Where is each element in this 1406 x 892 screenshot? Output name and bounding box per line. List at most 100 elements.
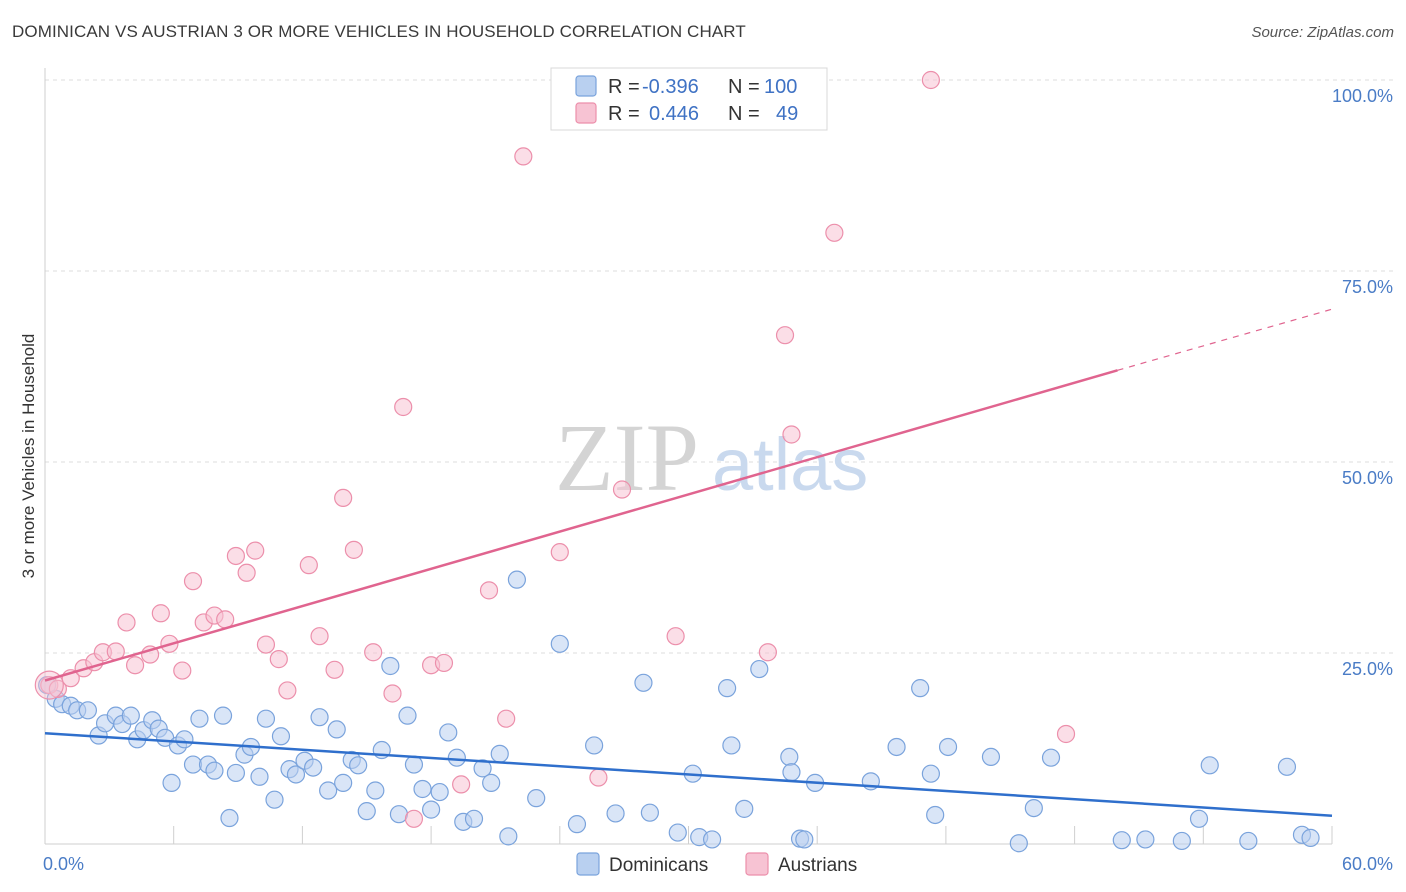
- dominican-point: [389, 805, 409, 824]
- dominican-point: [921, 764, 940, 783]
- dominican-point: [162, 773, 181, 792]
- austrian-point: [1056, 724, 1076, 744]
- dominican-point: [265, 790, 284, 809]
- dominican-point: [482, 773, 501, 792]
- dominican-point: [121, 706, 140, 725]
- dominicans-trend-line: [44, 731, 1333, 817]
- dominican-point: [735, 799, 754, 818]
- legend-austrians-swatch: [745, 852, 769, 876]
- dominican-point: [702, 830, 722, 849]
- dominican-point: [795, 830, 814, 849]
- austrian-point: [452, 775, 471, 794]
- x-tick-label-max: 60.0%: [1342, 854, 1393, 874]
- dominican-point: [349, 756, 368, 775]
- austrian-point: [434, 653, 454, 673]
- x-tick-label-min: 0.0%: [43, 854, 84, 874]
- legend-swatch-pink: [575, 102, 597, 124]
- dominican-point: [226, 763, 246, 783]
- dominican-point: [413, 779, 432, 799]
- austrians-trend-line: [44, 369, 1118, 682]
- austrian-point: [269, 650, 288, 669]
- dominican-point: [464, 809, 484, 828]
- dominican-point: [550, 634, 569, 653]
- austrian-point: [216, 610, 235, 629]
- dominican-point: [585, 736, 604, 755]
- dominican-point: [334, 773, 353, 792]
- austrian-point: [394, 397, 413, 417]
- dominican-point: [398, 706, 417, 725]
- dominican-point: [439, 723, 458, 742]
- dominican-point: [286, 765, 306, 784]
- dominican-point: [381, 656, 400, 676]
- dominican-point: [250, 767, 269, 786]
- dominican-point: [490, 744, 509, 763]
- dominican-point: [1041, 748, 1061, 767]
- dominican-point: [981, 747, 1001, 767]
- austrians-trend-extension: [1117, 308, 1333, 371]
- austrian-point: [775, 326, 795, 345]
- austrian-point: [334, 488, 353, 508]
- dominican-point: [750, 659, 769, 679]
- austrian-point: [782, 425, 801, 444]
- dominican-point: [911, 679, 930, 698]
- legend-r-label-2: R =: [608, 103, 640, 125]
- dominican-point: [780, 747, 799, 767]
- legend-dominicans-label: Dominicans: [609, 855, 708, 876]
- dominican-point: [220, 808, 239, 828]
- austrian-point: [514, 147, 533, 166]
- legend-n-label-2: N =: [728, 103, 760, 125]
- austrian-point: [758, 643, 777, 662]
- dominican-point: [447, 748, 466, 767]
- source-label: Source: ZipAtlas.com: [1251, 24, 1394, 41]
- dominican-point: [722, 736, 741, 755]
- austrians-points: [34, 70, 1076, 828]
- austrian-point: [612, 480, 632, 499]
- dominican-point: [175, 730, 194, 749]
- dominican-point: [1112, 831, 1131, 850]
- dominican-point: [1024, 798, 1043, 818]
- austrian-point: [226, 546, 246, 566]
- dominican-point: [327, 720, 346, 739]
- tick-labels: 100.0% 75.0% 50.0% 25.0% 0.0% 60.0%: [43, 86, 1393, 874]
- y-tick-label: 75.0%: [1342, 277, 1393, 297]
- dominican-point: [404, 755, 424, 774]
- austrian-point: [589, 768, 608, 787]
- austrian-point: [550, 543, 569, 562]
- dominican-point: [499, 827, 518, 846]
- dominican-point: [1172, 831, 1191, 851]
- dominican-point: [507, 570, 527, 589]
- correlation-legend: R = -0.396 N = 100 R = 0.446 N = 49: [550, 67, 828, 131]
- dominican-point: [782, 763, 801, 782]
- dominicans-points: [38, 570, 1320, 853]
- legend-n-label-1: N =: [728, 76, 760, 98]
- austrian-point: [151, 604, 170, 623]
- dominican-point: [887, 737, 906, 757]
- dominican-point: [319, 781, 338, 800]
- austrian-point: [383, 684, 402, 703]
- dominican-point: [640, 803, 659, 822]
- y-tick-label: 25.0%: [1342, 659, 1393, 679]
- y-axis-label: 3 or more Vehicles in Household: [19, 334, 38, 579]
- austrian-point: [173, 661, 192, 680]
- dominican-point: [256, 709, 276, 728]
- legend-n-value-1: 100: [764, 76, 797, 98]
- dominican-point: [527, 789, 546, 808]
- dominican-point: [1277, 757, 1297, 776]
- austrian-point: [246, 541, 265, 560]
- dominican-point: [634, 673, 653, 692]
- dominican-point: [938, 737, 958, 757]
- dominican-point: [473, 759, 492, 778]
- dominican-point: [271, 727, 291, 746]
- austrian-point: [325, 660, 344, 679]
- y-tick-label: 100.0%: [1332, 86, 1393, 106]
- dominican-point: [366, 781, 385, 800]
- dominican-point: [1200, 756, 1219, 775]
- legend-n-value-2: 49: [776, 103, 798, 125]
- dominican-point: [1239, 831, 1258, 851]
- legend-r-label-1: R =: [608, 76, 640, 98]
- dominican-point: [567, 815, 587, 834]
- dominican-point: [1301, 828, 1320, 847]
- austrian-point: [310, 627, 329, 646]
- dominican-point: [430, 782, 449, 802]
